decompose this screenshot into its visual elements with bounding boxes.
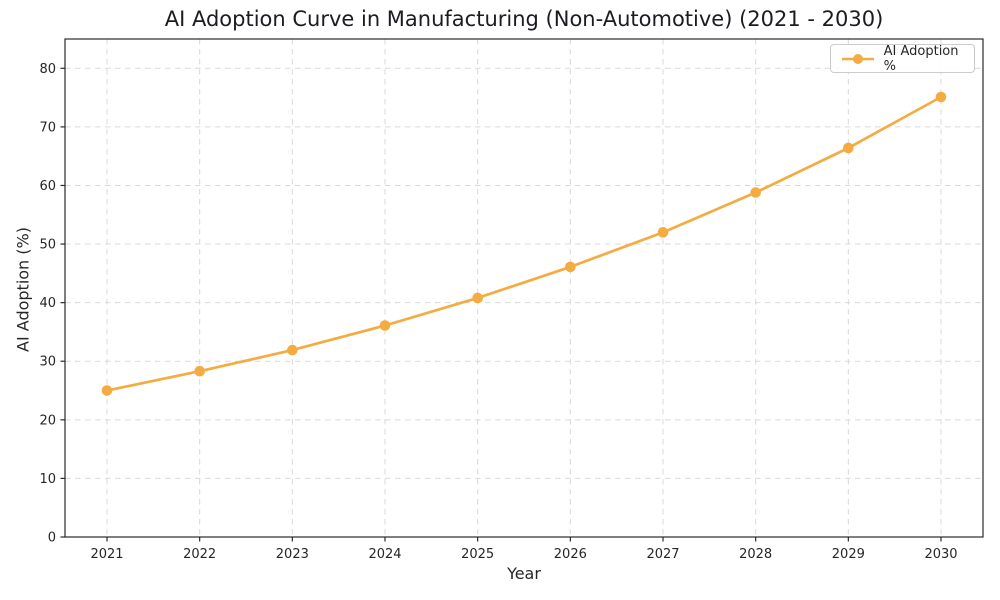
y-tick-label: 10	[39, 472, 56, 487]
x-tick-label: 2030	[924, 547, 957, 562]
legend-marker-icon	[853, 53, 863, 64]
legend-label: AI Adoption %	[883, 43, 959, 74]
x-tick-label: 2028	[739, 547, 772, 562]
x-tick-label: 2026	[554, 547, 587, 562]
series-line	[105, 95, 943, 392]
data-point	[657, 227, 669, 238]
legend-line-marker-icon	[842, 53, 874, 64]
x-axis-label: Year	[507, 564, 541, 583]
legend: AI Adoption %	[830, 43, 975, 74]
data-point	[287, 344, 298, 356]
data-point	[379, 320, 391, 331]
data-point	[101, 385, 113, 396]
x-tick-label: 2029	[832, 547, 865, 562]
y-tick-label: 20	[39, 413, 56, 428]
y-tick-label: 40	[39, 296, 56, 311]
data-point	[194, 365, 205, 377]
y-axis-label: AI Adoption (%)	[13, 227, 33, 352]
y-tick-label: 0	[48, 531, 56, 546]
y-tick-label: 80	[39, 62, 56, 77]
y-tick-label: 50	[39, 238, 56, 253]
data-point	[750, 187, 761, 198]
x-tick-label: 2024	[368, 547, 401, 562]
x-tick-label: 2027	[646, 547, 679, 562]
data-point	[565, 261, 576, 273]
x-tick-label: 2023	[276, 547, 309, 562]
plot-border	[64, 38, 984, 538]
x-tick-label: 2025	[461, 547, 494, 562]
y-tick-label: 30	[39, 355, 56, 370]
x-tick-label: 2021	[90, 547, 123, 562]
x-tick-label: 2022	[183, 547, 216, 562]
chart-title: AI Adoption Curve in Manufacturing (Non-…	[164, 7, 884, 31]
data-point	[472, 292, 483, 304]
y-tick-label: 60	[39, 179, 56, 194]
data-point	[843, 142, 854, 154]
data-point	[935, 91, 947, 103]
y-tick-label: 70	[39, 120, 56, 135]
